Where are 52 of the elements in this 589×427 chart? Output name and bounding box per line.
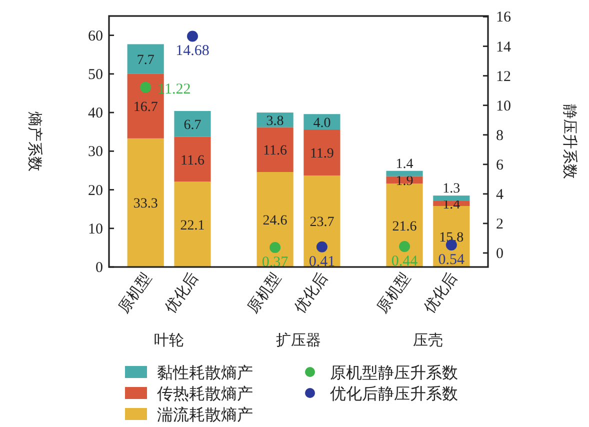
data-label: 3.8 bbox=[266, 114, 284, 129]
y-tick-label: 0 bbox=[96, 260, 103, 276]
legend-label: 优化后静压升系数 bbox=[330, 385, 458, 403]
y2-tick-label: 2 bbox=[496, 216, 504, 232]
y-tick-label: 10 bbox=[88, 221, 103, 238]
y2-tick-label: 16 bbox=[496, 10, 512, 26]
data-label: 11.9 bbox=[310, 146, 334, 162]
data-label: 1.9 bbox=[396, 174, 414, 189]
y-tick-label: 50 bbox=[88, 66, 103, 83]
x-tick-label: 原机型 bbox=[244, 270, 284, 316]
data-label: 6.7 bbox=[184, 118, 202, 133]
y2-tick-label: 6 bbox=[496, 157, 504, 174]
y2-tick-label: 4 bbox=[496, 186, 504, 203]
legend-label: 原机型静压升系数 bbox=[330, 364, 458, 382]
y-tick-label: 30 bbox=[88, 144, 103, 160]
y2-tick-label: 8 bbox=[496, 128, 504, 144]
data-label: 33.3 bbox=[133, 196, 158, 212]
text: 扩压器 bbox=[276, 332, 321, 349]
y-tick-label: 20 bbox=[88, 182, 103, 199]
data-label: 21.6 bbox=[392, 219, 417, 234]
data-label: 7.7 bbox=[136, 53, 154, 68]
data-label: 16.7 bbox=[133, 100, 158, 116]
legend-label: 传热耗散熵产 bbox=[157, 385, 253, 403]
data-label: 14.68 bbox=[176, 43, 210, 60]
x-tick-label: 原机型 bbox=[374, 270, 414, 316]
legend-label: 黏性耗散熵产 bbox=[157, 364, 253, 382]
legend-label: 湍流耗散熵产 bbox=[157, 406, 253, 424]
data-label: 24.6 bbox=[262, 214, 288, 229]
y-tick-label: 40 bbox=[88, 106, 103, 122]
y2-tick-label: 14 bbox=[496, 39, 512, 56]
text: 叶轮 bbox=[154, 332, 184, 349]
data-label: 1.3 bbox=[442, 182, 460, 197]
x-tick-label: 优化后 bbox=[291, 270, 332, 316]
text: 压壳 bbox=[412, 332, 443, 349]
y-tick-label: 60 bbox=[88, 28, 103, 44]
x-tick-label: 原机型 bbox=[115, 270, 155, 316]
x-tick-label: 优化后 bbox=[162, 270, 202, 316]
data-label: 11.6 bbox=[180, 153, 204, 168]
data-label: 11.6 bbox=[263, 144, 288, 159]
x-tick-label: 优化后 bbox=[420, 270, 461, 316]
y2-tick-label: 0 bbox=[496, 246, 504, 262]
y2-tick-label: 12 bbox=[496, 68, 511, 85]
data-label: 0.44 bbox=[391, 253, 418, 270]
data-label: 23.7 bbox=[310, 215, 334, 230]
data-label: 1.4 bbox=[396, 156, 414, 172]
y-axis-title: 熵产系数 bbox=[26, 112, 43, 172]
data-label: 0.41 bbox=[308, 254, 336, 270]
y2-tick-label: 10 bbox=[496, 98, 511, 114]
data-label: 4.0 bbox=[313, 116, 331, 131]
y2-axis-title: 静压升系数 bbox=[561, 104, 578, 179]
data-label: 0.54 bbox=[438, 252, 466, 268]
data-label: 22.1 bbox=[180, 218, 205, 234]
